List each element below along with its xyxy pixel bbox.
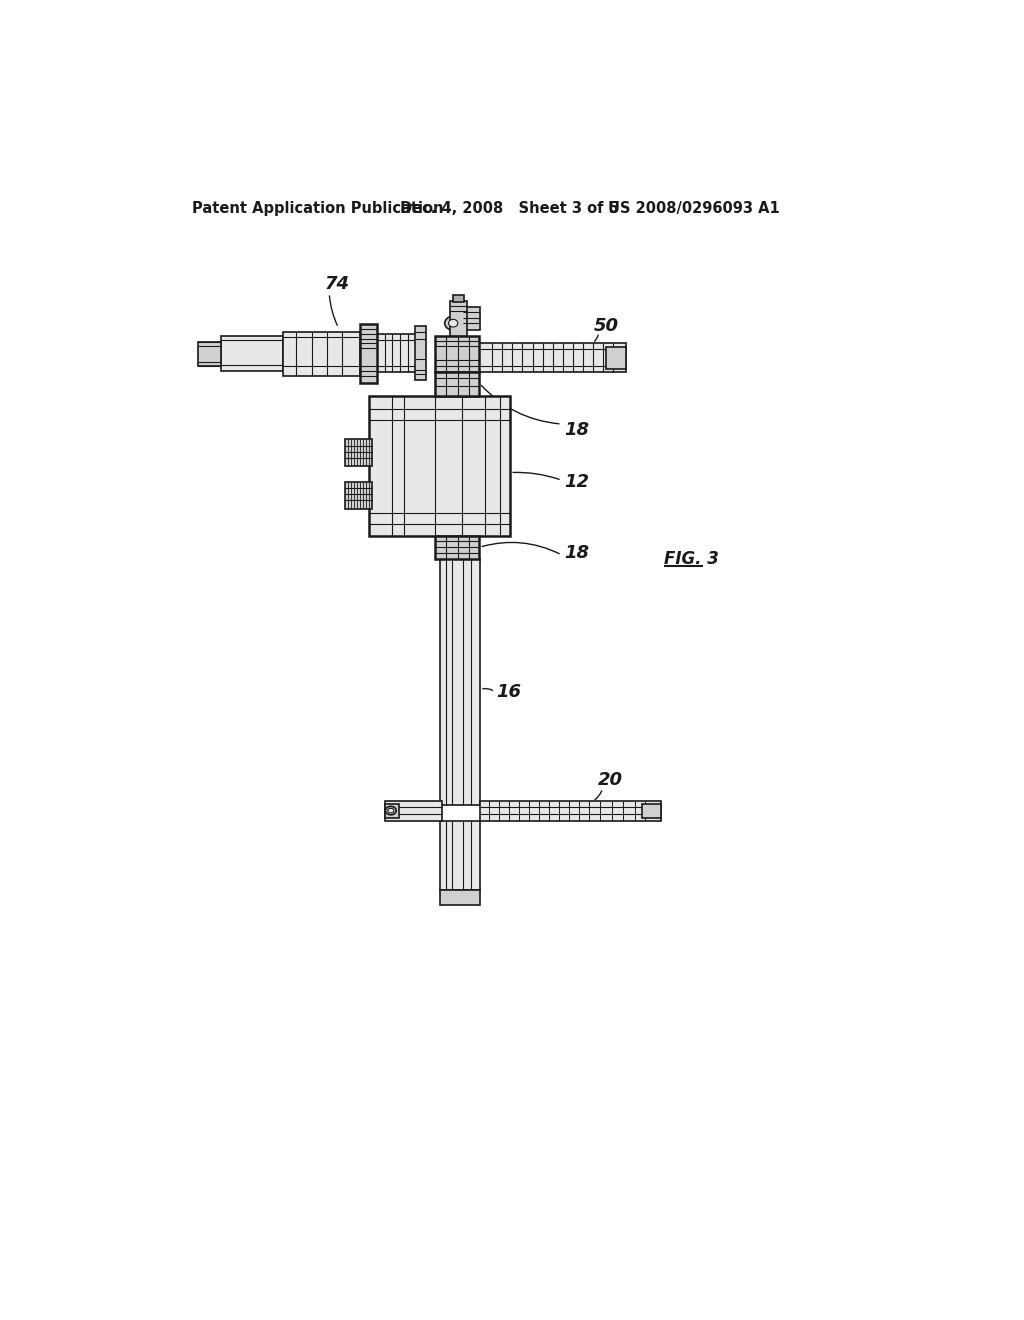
Text: 50: 50	[593, 317, 618, 335]
Text: FIG. 3: FIG. 3	[665, 550, 719, 568]
Bar	[221, 335, 283, 371]
Bar	[283, 331, 360, 376]
Ellipse shape	[388, 808, 394, 813]
Bar	[416, 326, 426, 380]
Bar	[377, 334, 417, 372]
Text: 18: 18	[564, 421, 589, 440]
Bar	[642, 804, 662, 818]
Bar	[440, 558, 480, 805]
Bar	[385, 804, 398, 818]
Bar	[440, 890, 480, 906]
Bar	[463, 308, 480, 330]
Ellipse shape	[449, 319, 458, 327]
Bar	[435, 335, 479, 372]
Text: 74: 74	[325, 275, 349, 293]
Bar	[370, 396, 510, 536]
Bar	[435, 372, 479, 396]
Bar	[199, 342, 221, 367]
Bar	[440, 821, 480, 890]
Bar	[345, 482, 372, 508]
Bar	[385, 801, 441, 821]
Bar	[345, 440, 372, 466]
Bar	[451, 301, 467, 337]
Text: Patent Application Publication: Patent Application Publication	[193, 201, 443, 216]
Text: 20: 20	[598, 771, 623, 789]
Ellipse shape	[385, 807, 396, 814]
Bar	[454, 294, 464, 302]
Ellipse shape	[444, 317, 462, 330]
Text: 12: 12	[564, 473, 589, 491]
Bar	[435, 536, 479, 558]
Text: 18: 18	[564, 544, 589, 562]
Bar	[480, 801, 662, 821]
Bar	[606, 347, 626, 368]
Bar	[360, 323, 377, 383]
Text: Dec. 4, 2008   Sheet 3 of 5: Dec. 4, 2008 Sheet 3 of 5	[400, 201, 618, 216]
Text: US 2008/0296093 A1: US 2008/0296093 A1	[608, 201, 779, 216]
Text: 16: 16	[497, 682, 521, 701]
Bar	[479, 343, 626, 372]
